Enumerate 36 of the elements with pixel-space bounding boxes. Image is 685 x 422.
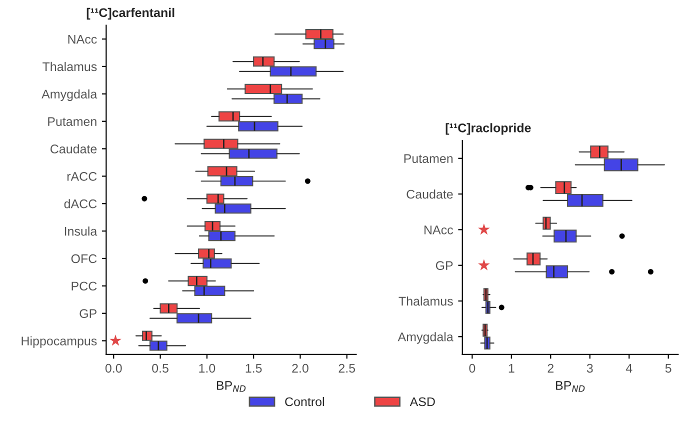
x-tick-label: 3 <box>586 364 593 373</box>
x-tick-label: 2.5 <box>338 364 356 373</box>
y-tick-label: Thalamus <box>398 296 453 306</box>
x-tick-label: 2.0 <box>292 364 308 373</box>
x-tick-label: 1 <box>508 364 514 373</box>
y-tick-label: Caudate <box>406 189 453 199</box>
x-axis-title: BP$_{ND}$ <box>216 381 246 392</box>
y-tick-label: Caudate <box>50 144 97 154</box>
x-tick-label: 0.5 <box>152 364 168 373</box>
y-tick-label: NAcc <box>68 34 97 44</box>
x-tick-label: 0.0 <box>105 364 122 373</box>
x-tick-label: 2 <box>548 364 554 373</box>
legend-label: ASD <box>410 397 435 406</box>
x-tick-label: 5 <box>665 364 672 373</box>
y-tick-label: NAcc <box>424 226 454 234</box>
y-tick-label: Hippocampus <box>22 336 97 348</box>
x-axis-title: BP$_{ND}$ <box>556 381 585 392</box>
x-tick-label: 0 <box>469 364 476 373</box>
chart-title: [¹¹C]raclopride <box>446 123 531 135</box>
chart-title: [¹¹C]carfentanil <box>86 8 174 20</box>
y-tick-label: OFC <box>71 254 97 264</box>
x-tick-label: 1.0 <box>199 364 216 373</box>
y-tick-label: Putamen <box>48 117 96 126</box>
legend-label: Control <box>285 396 324 406</box>
y-tick-label: PCC <box>72 282 97 291</box>
y-tick-label: Insula <box>64 226 98 236</box>
y-tick-label: Thalamus <box>42 62 97 72</box>
y-tick-label: rACC <box>67 172 97 181</box>
y-tick-label: Amygdala <box>42 89 98 102</box>
x-tick-label: 4 <box>626 364 632 373</box>
y-tick-label: GP <box>436 261 453 270</box>
y-tick-label: Amygdala <box>398 332 454 344</box>
y-tick-label: GP <box>80 309 96 318</box>
y-tick-label: Putamen <box>404 154 453 164</box>
y-tick-label: dACC <box>64 199 97 208</box>
x-tick-label: 1.5 <box>246 364 262 373</box>
